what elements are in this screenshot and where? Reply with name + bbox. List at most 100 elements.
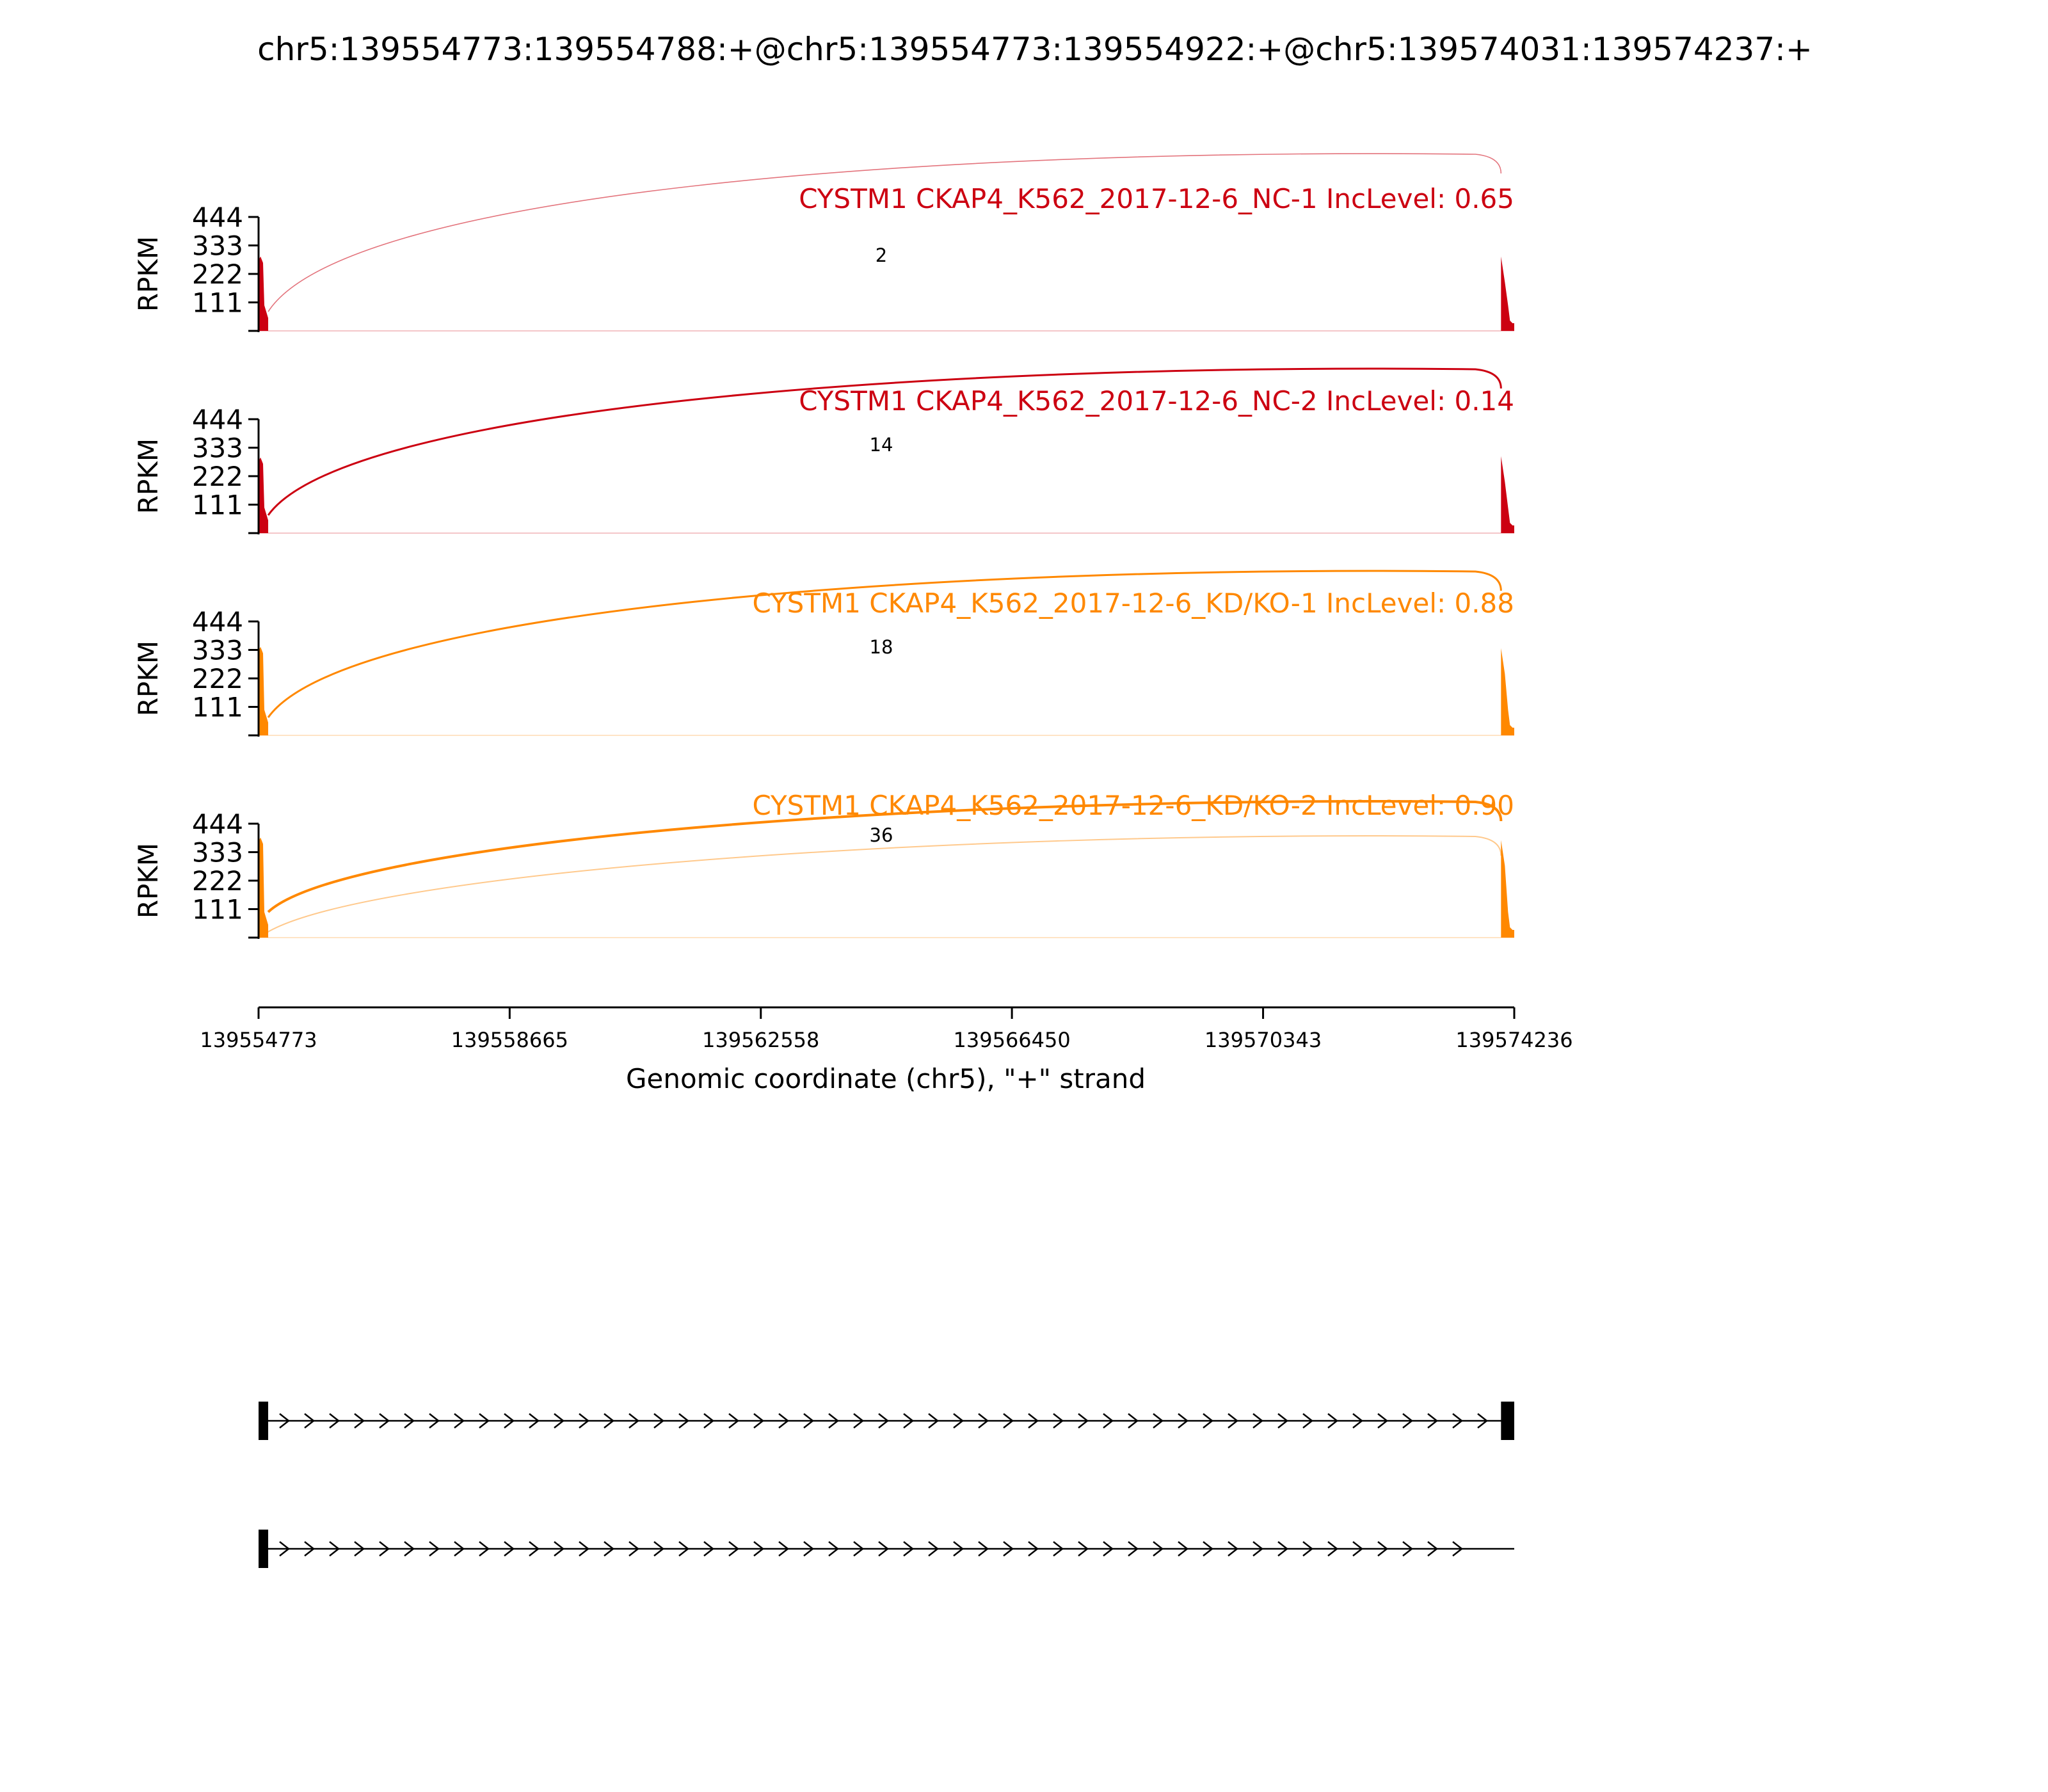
junction-arc	[259, 835, 1502, 938]
exon-block	[1501, 1402, 1514, 1440]
strand-arrow	[404, 1541, 415, 1556]
strand-arrow	[628, 1413, 640, 1428]
y-tick-label: 333	[192, 635, 243, 666]
strand-arrow	[1153, 1413, 1164, 1428]
strand-arrow	[1427, 1541, 1439, 1556]
strand-arrow	[1128, 1541, 1139, 1556]
strand-arrow	[1003, 1541, 1014, 1556]
strand-arrow	[628, 1541, 640, 1556]
strand-arrow	[1203, 1413, 1214, 1428]
strand-arrow	[479, 1541, 490, 1556]
y-tick-label: 111	[192, 692, 243, 723]
y-axis-label: RPKM	[132, 843, 164, 918]
strand-arrow	[1128, 1413, 1139, 1428]
x-tick-label: 139566450	[954, 1028, 1071, 1052]
strand-arrow	[1302, 1413, 1314, 1428]
strand-arrow	[803, 1413, 815, 1428]
y-tick-label: 111	[192, 490, 243, 521]
strand-arrow	[878, 1413, 890, 1428]
strand-arrow	[1153, 1541, 1164, 1556]
strand-arrow	[1302, 1541, 1314, 1556]
strand-arrow	[1178, 1413, 1189, 1428]
x-tick-label: 139570343	[1204, 1028, 1322, 1052]
strand-arrow	[529, 1413, 540, 1428]
coverage-peak	[1501, 256, 1514, 331]
strand-arrow	[953, 1541, 964, 1556]
strand-arrow	[753, 1541, 765, 1556]
strand-arrow	[678, 1413, 690, 1428]
strand-arrow	[379, 1413, 390, 1428]
strand-arrow	[1402, 1541, 1414, 1556]
strand-arrow	[1352, 1541, 1364, 1556]
gene-model-2	[259, 1530, 1514, 1568]
strand-arrow	[903, 1541, 915, 1556]
strand-arrow	[354, 1413, 365, 1428]
strand-arrow	[853, 1413, 865, 1428]
strand-arrow	[903, 1413, 915, 1428]
strand-arrow	[978, 1413, 989, 1428]
junction-label-bg	[852, 246, 910, 268]
strand-arrow	[429, 1541, 440, 1556]
strand-arrow	[1078, 1413, 1089, 1428]
strand-arrow	[1103, 1541, 1114, 1556]
y-tick-label: 444	[192, 202, 243, 233]
y-tick-label: 222	[192, 461, 243, 492]
y-tick-label: 111	[192, 894, 243, 925]
x-tick-label: 139574236	[1455, 1028, 1572, 1052]
gene-models	[259, 1402, 1514, 1568]
strand-arrow	[504, 1413, 515, 1428]
strand-arrow	[753, 1413, 765, 1428]
strand-arrow	[329, 1541, 340, 1556]
y-tick-label: 111	[192, 287, 243, 319]
track-title: CYSTM1 CKAP4_K562_2017-12-6_NC-1 IncLeve…	[799, 183, 1514, 214]
strand-arrow	[1003, 1413, 1014, 1428]
y-tick-label: 444	[192, 606, 243, 637]
strand-arrow	[1377, 1413, 1389, 1428]
coverage-peak	[1501, 648, 1514, 735]
junction-read-count: 36	[870, 824, 893, 846]
strand-arrow	[1402, 1413, 1414, 1428]
track-title: CYSTM1 CKAP4_K562_2017-12-6_KD/KO-2 IncL…	[752, 790, 1514, 821]
y-axis-label: RPKM	[132, 641, 164, 716]
strand-arrow	[1352, 1413, 1364, 1428]
y-axis-label: RPKM	[132, 438, 164, 514]
x-tick-label: 139562558	[702, 1028, 819, 1052]
strand-arrow	[604, 1413, 615, 1428]
junction-arc	[267, 570, 1502, 718]
chart-title: chr5:139554773:139554788:+@chr5:13955477…	[257, 31, 1812, 68]
junction-label-bg	[852, 638, 910, 660]
strand-arrow	[978, 1541, 989, 1556]
junction-label-bg	[852, 436, 910, 458]
strand-arrow	[329, 1413, 340, 1428]
strand-arrow	[1028, 1541, 1039, 1556]
y-axis-label: RPKM	[132, 236, 164, 312]
strand-arrow	[703, 1541, 715, 1556]
y-tick-label: 333	[192, 433, 243, 464]
strand-arrow	[728, 1541, 740, 1556]
strand-arrow	[1228, 1413, 1239, 1428]
strand-arrow	[653, 1413, 665, 1428]
strand-arrow	[703, 1413, 715, 1428]
junction-read-count: 2	[876, 244, 887, 266]
strand-arrow	[1252, 1413, 1264, 1428]
strand-arrow	[1327, 1541, 1339, 1556]
strand-arrow	[1377, 1541, 1389, 1556]
strand-arrow	[953, 1413, 964, 1428]
coverage-peak	[259, 457, 269, 533]
strand-arrow	[454, 1541, 465, 1556]
strand-arrow	[1203, 1541, 1214, 1556]
junction-arc	[268, 153, 1502, 312]
strand-arrow	[928, 1541, 940, 1556]
strand-arrow	[828, 1413, 840, 1428]
y-tick-label: 444	[192, 404, 243, 435]
strand-arrow	[279, 1541, 291, 1556]
strand-arrow	[304, 1541, 316, 1556]
strand-arrow	[728, 1413, 740, 1428]
strand-arrow	[1477, 1413, 1489, 1428]
x-tick-label: 139558665	[451, 1028, 568, 1052]
track-title: CYSTM1 CKAP4_K562_2017-12-6_NC-2 IncLeve…	[799, 385, 1514, 417]
